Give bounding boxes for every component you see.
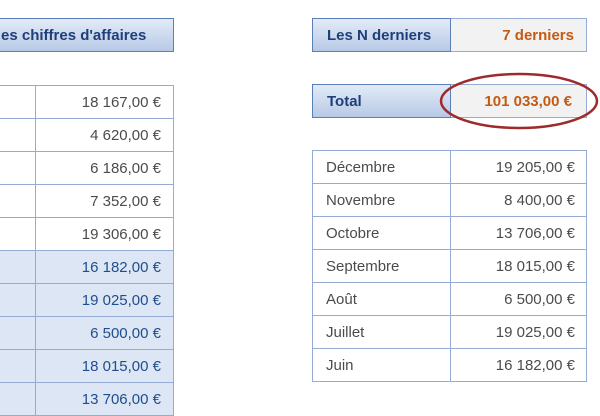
month-value-cell[interactable]: 19 205,00 €	[451, 151, 587, 184]
revenue-cell-blank[interactable]	[0, 185, 36, 218]
revenue-cell-blank[interactable]	[0, 251, 36, 284]
month-value-cell[interactable]: 6 500,00 €	[451, 283, 587, 316]
revenue-value-cell[interactable]: 7 352,00 €	[36, 185, 174, 218]
month-name-cell[interactable]: Juillet	[312, 316, 451, 349]
revenue-cell-blank[interactable]	[0, 119, 36, 152]
month-row: Octobre 13 706,00 €	[312, 217, 587, 250]
revenue-row: 19 025,00 €	[0, 284, 174, 317]
month-name-cell[interactable]: Novembre	[312, 184, 451, 217]
total-value: 101 033,00 €	[484, 92, 572, 110]
n-last-label: Les N derniers	[327, 26, 432, 44]
months-table-top-border	[312, 150, 587, 151]
highlight-circle-icon	[439, 72, 599, 130]
revenue-value-cell[interactable]: 16 182,00 €	[36, 251, 174, 284]
revenue-header-label: es chiffres d'affaires	[1, 26, 147, 44]
month-row: Septembre 18 015,00 €	[312, 250, 587, 283]
month-row: Novembre 8 400,00 €	[312, 184, 587, 217]
total-label: Total	[327, 92, 362, 110]
revenue-row: 6 500,00 €	[0, 317, 174, 350]
total-value-cell[interactable]: 101 033,00 €	[451, 84, 587, 118]
revenue-row: 7 352,00 €	[0, 185, 174, 218]
n-last-value-cell[interactable]: 7 derniers	[451, 18, 587, 52]
revenue-cell-blank[interactable]	[0, 284, 36, 317]
month-value-cell[interactable]: 18 015,00 €	[451, 250, 587, 283]
revenue-row: 18 015,00 €	[0, 350, 174, 383]
revenue-row: 19 306,00 €	[0, 218, 174, 251]
revenue-cell-blank[interactable]	[0, 218, 36, 251]
revenue-cell-blank[interactable]	[0, 317, 36, 350]
month-value-cell[interactable]: 19 025,00 €	[451, 316, 587, 349]
month-value-cell[interactable]: 16 182,00 €	[451, 349, 587, 382]
revenue-cell-blank[interactable]	[0, 86, 36, 119]
month-value-cell[interactable]: 8 400,00 €	[451, 184, 587, 217]
revenue-value-cell[interactable]: 19 306,00 €	[36, 218, 174, 251]
revenue-value-cell[interactable]: 18 167,00 €	[36, 86, 174, 119]
month-name-cell[interactable]: Juin	[312, 349, 451, 382]
revenue-header[interactable]: es chiffres d'affaires	[0, 18, 174, 52]
revenue-cell-blank[interactable]	[0, 152, 36, 185]
month-name-cell[interactable]: Août	[312, 283, 451, 316]
month-name-cell[interactable]: Septembre	[312, 250, 451, 283]
revenue-value-cell[interactable]: 6 186,00 €	[36, 152, 174, 185]
month-row: Juillet 19 025,00 €	[312, 316, 587, 349]
n-last-label-cell: Les N derniers	[312, 18, 451, 52]
total-label-cell: Total	[312, 84, 451, 118]
n-last-value: 7 derniers	[502, 26, 574, 44]
revenue-value-cell[interactable]: 18 015,00 €	[36, 350, 174, 383]
revenue-row: 16 182,00 €	[0, 251, 174, 284]
revenue-value-cell[interactable]: 6 500,00 €	[36, 317, 174, 350]
month-value-cell[interactable]: 13 706,00 €	[451, 217, 587, 250]
month-row: Décembre 19 205,00 €	[312, 151, 587, 184]
revenue-value-cell[interactable]: 4 620,00 €	[36, 119, 174, 152]
revenue-row: 6 186,00 €	[0, 152, 174, 185]
revenue-column: 18 167,00 €4 620,00 €6 186,00 €7 352,00 …	[0, 85, 174, 416]
revenue-row: 4 620,00 €	[0, 119, 174, 152]
revenue-value-cell[interactable]: 19 025,00 €	[36, 284, 174, 317]
revenue-cell-blank[interactable]	[0, 350, 36, 383]
month-name-cell[interactable]: Décembre	[312, 151, 451, 184]
month-name-cell[interactable]: Octobre	[312, 217, 451, 250]
month-row: Août 6 500,00 €	[312, 283, 587, 316]
revenue-row: 18 167,00 €	[0, 86, 174, 119]
month-row: Juin 16 182,00 €	[312, 349, 587, 382]
